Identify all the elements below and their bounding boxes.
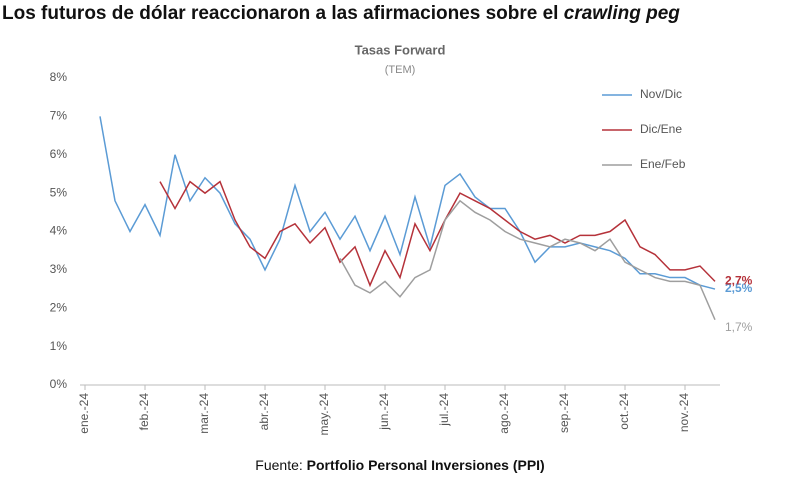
- legend-label: Nov/Dic: [640, 87, 682, 101]
- y-tick-label: 4%: [50, 224, 68, 238]
- value-label: 2,7%: [725, 274, 753, 288]
- x-tick-label: jun.-24: [377, 393, 391, 431]
- series-line: [99, 116, 716, 290]
- legend-label: Dic/Ene: [640, 122, 682, 136]
- x-tick-label: nov.-24: [677, 393, 691, 432]
- x-tick-label: jul.-24: [437, 393, 451, 427]
- x-tick-label: ene.-24: [77, 393, 91, 434]
- y-tick-label: 2%: [50, 300, 68, 314]
- value-label: 2,5%: [725, 281, 753, 295]
- chart-title: Los futuros de dólar reaccionaron a las …: [2, 3, 680, 24]
- legend-label: Ene/Feb: [640, 157, 686, 171]
- x-tick-label: ago.-24: [497, 393, 511, 434]
- y-tick-label: 5%: [50, 185, 68, 199]
- y-tick-label: 0%: [50, 377, 68, 391]
- y-tick-label: 3%: [50, 262, 68, 276]
- x-tick-label: may.-24: [317, 393, 331, 436]
- source-name: Portfolio Personal Inversiones (PPI): [307, 457, 545, 473]
- source-label: Fuente:: [255, 457, 302, 473]
- x-tick-label: mar.-24: [197, 393, 211, 434]
- x-tick-label: abr.-24: [257, 393, 271, 431]
- title-emphasis: crawling peg: [564, 3, 681, 24]
- x-tick-label: feb.-24: [137, 393, 151, 431]
- series-line: [159, 180, 716, 288]
- subtitle-unit: (TEM): [385, 64, 416, 76]
- value-label: 1,7%: [725, 320, 753, 334]
- x-tick-label: sep.-24: [557, 393, 571, 433]
- y-tick-label: 1%: [50, 339, 68, 353]
- source: Fuente: Portfolio Personal Inversiones (…: [255, 457, 544, 473]
- title-main: Los futuros de dólar reaccionaron a las …: [2, 3, 558, 24]
- y-tick-label: 6%: [50, 147, 68, 161]
- y-tick-label: 8%: [50, 70, 68, 84]
- series-line: [339, 199, 716, 321]
- y-tick-label: 7%: [50, 109, 68, 123]
- subtitle: Tasas Forward: [355, 42, 446, 57]
- x-tick-label: oct.-24: [617, 393, 631, 430]
